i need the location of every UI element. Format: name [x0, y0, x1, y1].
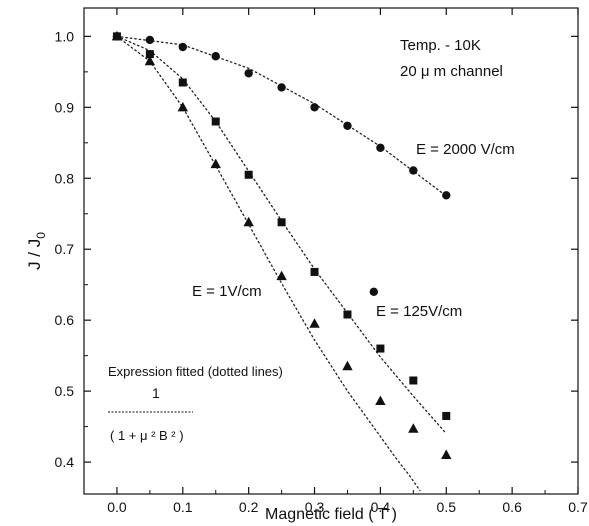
data-point-circle: [442, 191, 451, 200]
data-point-square: [244, 170, 253, 179]
y-tick-label: 1.0: [55, 28, 75, 44]
data-point-square: [343, 310, 352, 319]
label-e125: E = 125V/cm: [376, 303, 462, 320]
data-point-circle: [369, 287, 379, 296]
svg-text:J / J0: J / J0: [25, 232, 48, 270]
x-tick-label: 0.0: [107, 499, 127, 515]
data-point-triangle: [177, 101, 188, 112]
y-tick-label: 0.6: [55, 312, 75, 328]
x-tick-label: 0.1: [173, 499, 193, 515]
data-point-circle: [376, 143, 385, 152]
data-point-triangle: [441, 449, 452, 459]
x-tick-label: 0.3: [305, 499, 325, 515]
fit-expression-numerator: 1: [152, 385, 160, 401]
y-axis-label: J / J0: [25, 232, 48, 270]
data-point-circle: [277, 83, 286, 92]
x-tick-label: 0.7: [568, 499, 588, 515]
data-point-square: [409, 376, 418, 385]
data-point-triangle: [243, 216, 254, 227]
data-point-circle: [244, 69, 253, 78]
data-point-triangle: [408, 423, 419, 433]
y-tick-label: 0.9: [55, 99, 75, 115]
data-point-square: [178, 78, 187, 87]
data-point-triangle: [276, 270, 287, 281]
data-points: [111, 30, 452, 459]
y-tick-label: 0.5: [55, 383, 75, 399]
data-point-square: [442, 411, 451, 420]
label-e1: E = 1V/cm: [192, 283, 262, 300]
y-axis-label-sub: 0: [34, 232, 48, 239]
y-tick-label: 0.8: [55, 170, 75, 186]
x-tick-label: 0.2: [239, 499, 259, 515]
data-point-circle: [178, 42, 187, 52]
fit-line-series-0: [116, 35, 447, 197]
data-point-triangle: [375, 395, 386, 406]
x-tick-label: 0.5: [437, 499, 457, 515]
data-point-circle: [409, 166, 418, 175]
x-axis-label: Magnetic field ( T ): [265, 506, 397, 523]
x-tick-label: 0.4: [371, 499, 391, 515]
data-point-triangle: [210, 158, 221, 169]
data-point-circle: [343, 121, 352, 130]
data-point-square: [277, 218, 286, 227]
axis-ticks: 0.0 0.1 0.2 0.3 0.4 0.5 0.6 0.7 0.4 0.5 0.6 0.7 0.8 0…: [55, 8, 588, 515]
fit-lines: [116, 35, 447, 492]
data-point-square: [145, 50, 154, 59]
data-point-circle: [211, 52, 220, 61]
x-tick-label: 0.6: [502, 499, 522, 515]
y-tick-label: 0.7: [55, 241, 75, 257]
data-point-triangle: [309, 318, 320, 328]
annotation-temp: Temp. - 10K: [400, 37, 481, 54]
label-e2000: E = 2000 V/cm: [416, 141, 515, 158]
annotation-channel: 20 μ m channel: [400, 63, 503, 80]
data-point-circle: [310, 103, 319, 112]
data-point-square: [211, 117, 220, 126]
plot-frame: [83, 7, 579, 495]
fit-expression-denominator: ( 1 + μ ² B ² ): [110, 428, 184, 443]
fit-expression-title: Expression fitted (dotted lines): [108, 364, 283, 379]
data-point-square: [376, 344, 385, 353]
data-point-triangle: [111, 30, 123, 41]
data-point-triangle: [342, 360, 353, 371]
fit-line-series-2: [116, 35, 421, 492]
y-axis-label-main: J / J: [25, 239, 44, 270]
data-point-circle: [145, 35, 155, 45]
data-point-square: [310, 267, 319, 276]
y-tick-label: 0.4: [55, 454, 75, 470]
data-point-triangle: [144, 55, 156, 66]
